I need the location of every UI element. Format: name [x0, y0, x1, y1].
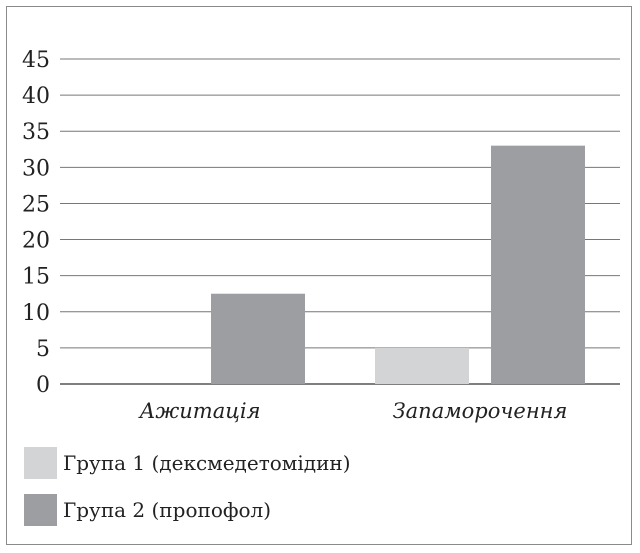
y-tick-label: 35 — [22, 120, 50, 145]
y-tick-label: 30 — [22, 156, 50, 181]
bar-2-series-2 — [491, 145, 585, 384]
y-tick-label: 10 — [22, 301, 50, 326]
legend-item-group-1: Група 1 (дексмедетомідин) — [24, 446, 351, 480]
legend-label-group-1: Група 1 (дексмедетомідин) — [63, 451, 351, 475]
legend-item-group-2: Група 2 (пропофол) — [24, 493, 351, 527]
y-tick-label: 20 — [22, 229, 50, 254]
bar-2-series-1 — [375, 347, 469, 384]
legend-swatch-group-2 — [24, 494, 57, 526]
bar-1-series-2 — [211, 293, 305, 384]
y-tick-label: 40 — [22, 84, 50, 109]
category-labels: Ажитація Запаморочення — [137, 399, 567, 423]
legend-swatch-group-1 — [24, 447, 57, 479]
y-axis-ticks: 0 5 10 15 20 25 30 35 40 45 — [22, 48, 50, 398]
y-tick-label: 15 — [22, 265, 50, 290]
y-tick-label: 25 — [22, 192, 50, 217]
legend: Група 1 (дексмедетомідин) Група 2 (пропо… — [24, 446, 351, 540]
category-label: Запаморочення — [393, 399, 568, 423]
category-label: Ажитація — [137, 399, 260, 423]
y-tick-label: 5 — [36, 337, 50, 362]
legend-label-group-2: Група 2 (пропофол) — [63, 498, 272, 522]
bars — [211, 145, 585, 384]
y-tick-label: 0 — [36, 373, 50, 398]
y-tick-label: 45 — [22, 48, 50, 73]
